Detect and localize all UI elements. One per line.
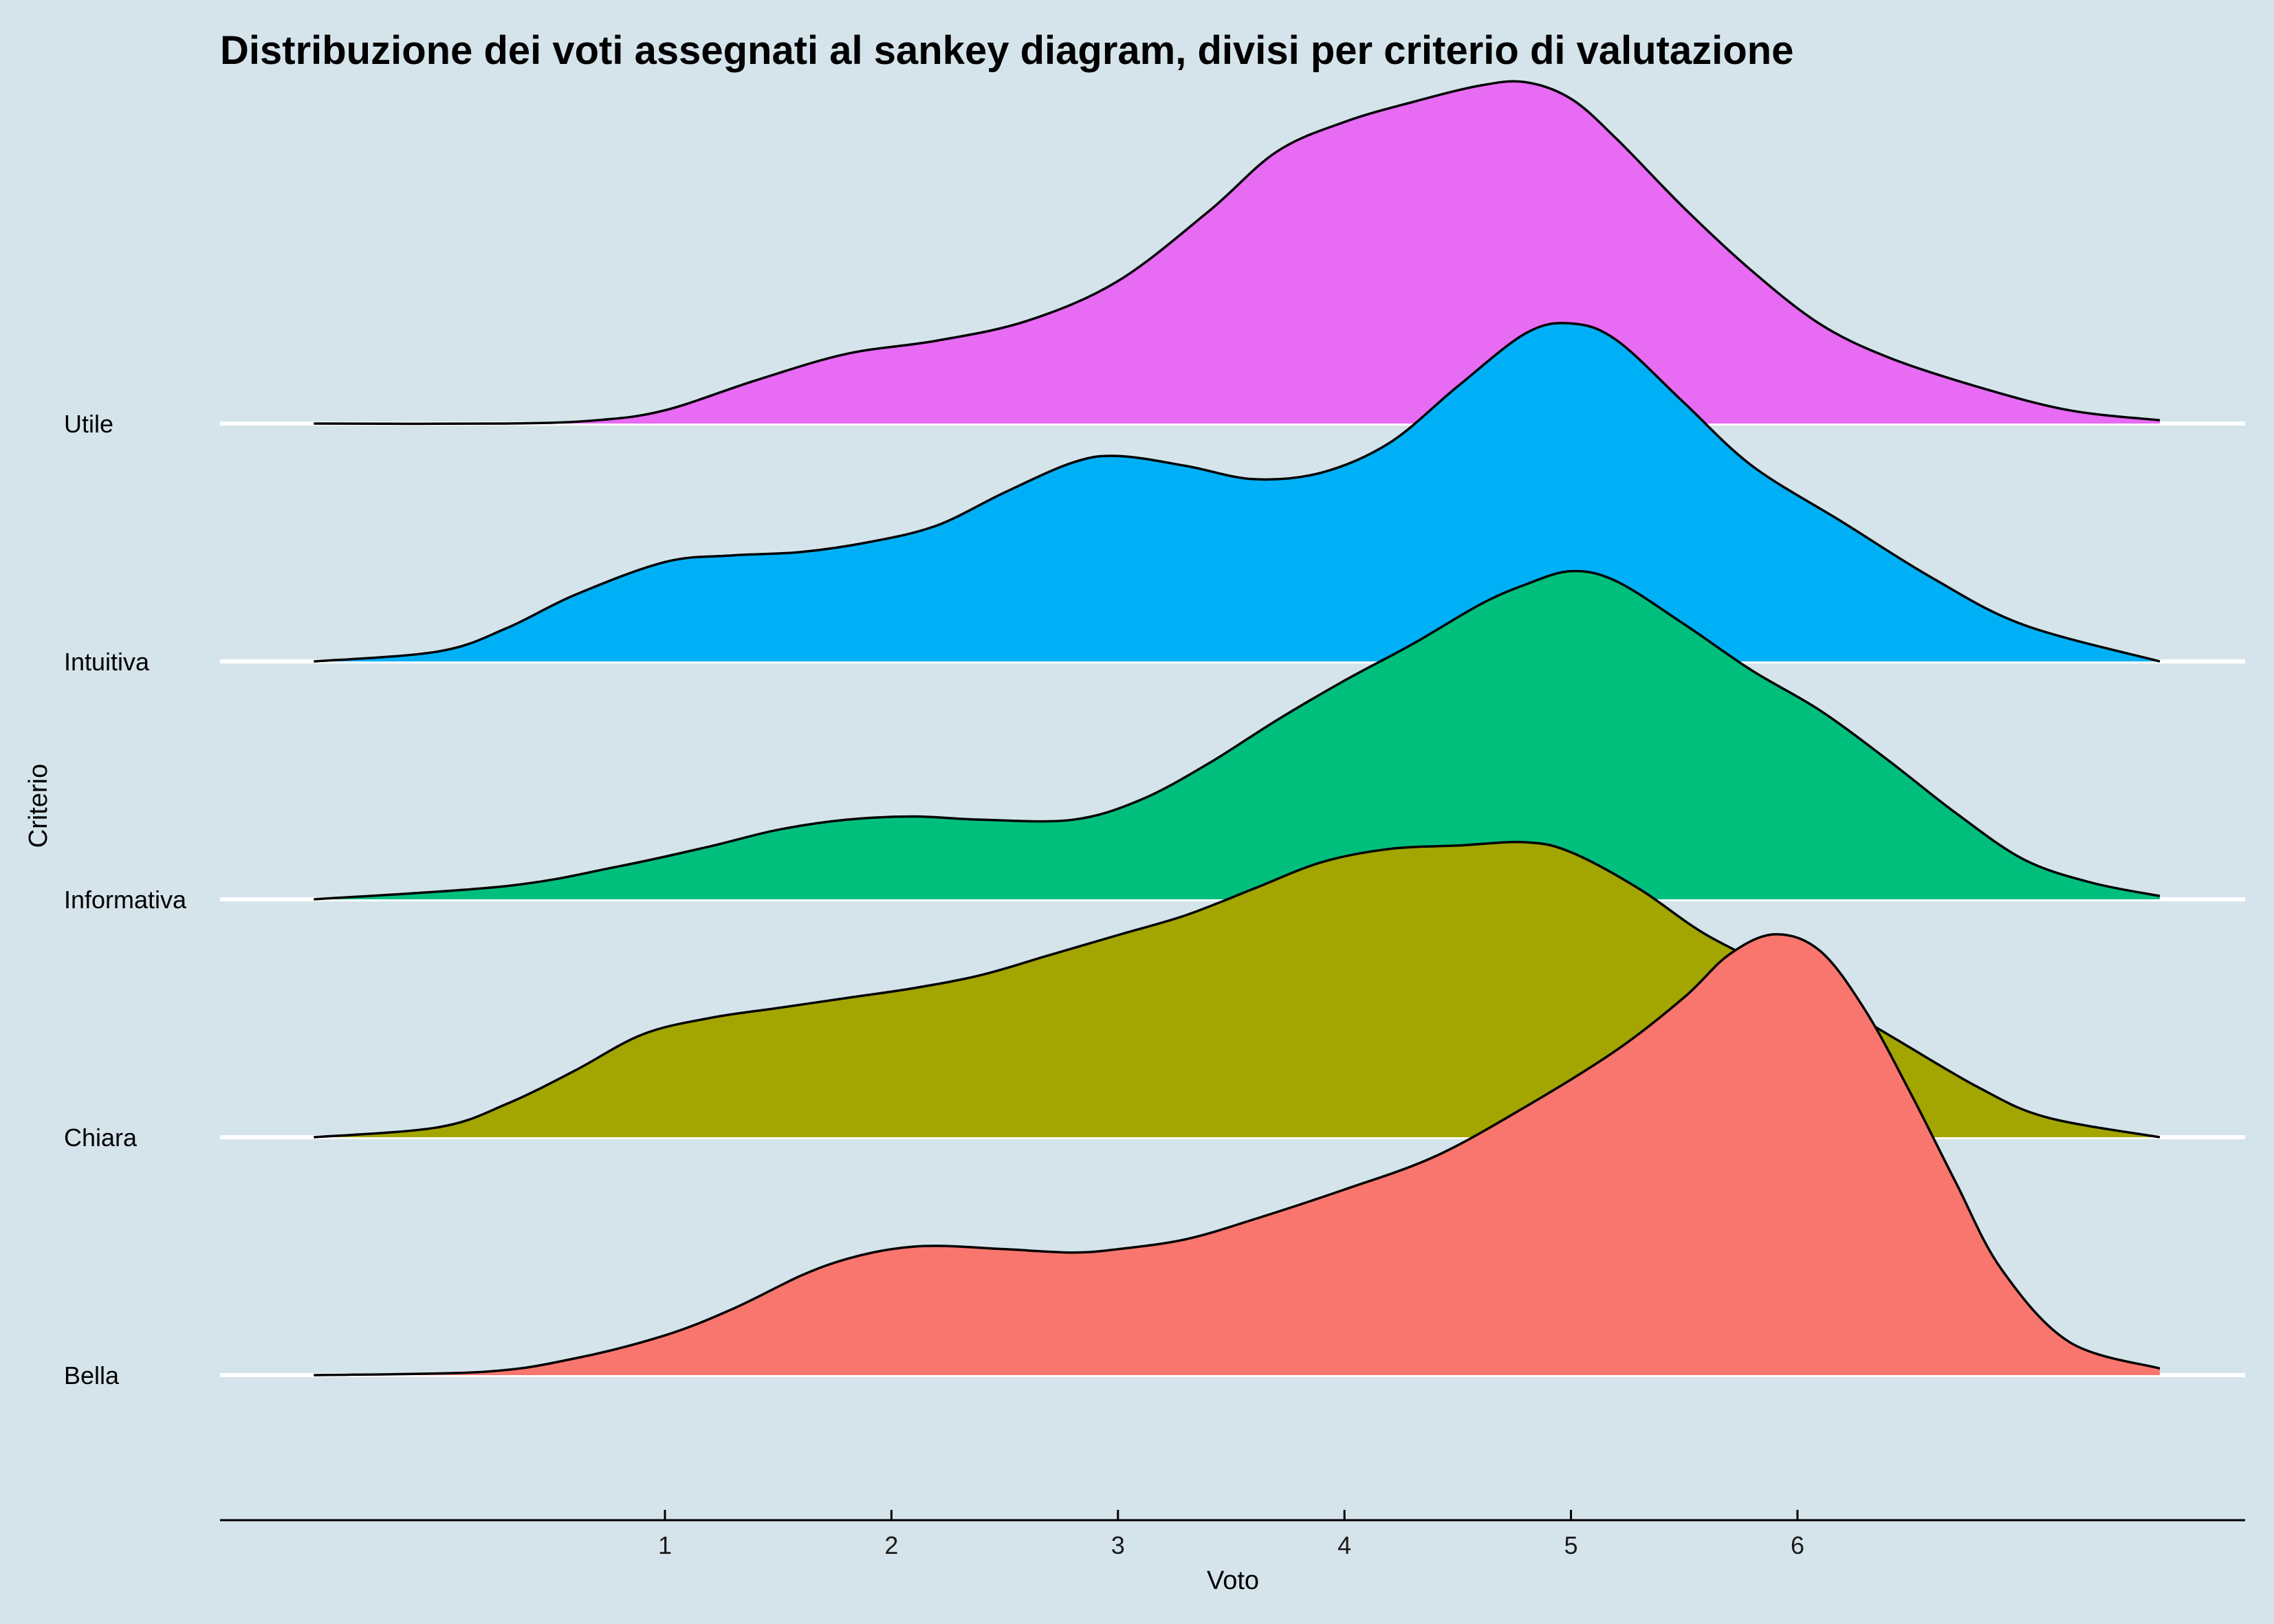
ridge-area-bella: [314, 934, 2161, 1375]
x-tick-label-5: 5: [1564, 1531, 1578, 1559]
x-tick-label-2: 2: [884, 1531, 898, 1559]
ridges-group: [314, 80, 2161, 1376]
ridge-outline-intuitiva: [314, 322, 2161, 663]
chart-title: Distribuzione dei voti assegnati al sank…: [220, 28, 1793, 73]
ridge-informativa: [314, 569, 2161, 901]
ridge-bella: [314, 933, 2161, 1376]
category-labels: Bella Chiara Informativa Intuitiva Utile: [64, 410, 187, 1390]
category-label-bella: Bella: [64, 1361, 120, 1390]
category-label-utile: Utile: [64, 410, 113, 438]
category-label-informativa: Informativa: [64, 886, 187, 914]
category-label-intuitiva: Intuitiva: [64, 648, 150, 676]
y-axis-title: Criterio: [24, 764, 53, 848]
x-axis-title: Voto: [1207, 1566, 1259, 1595]
x-tick-label-4: 4: [1337, 1531, 1351, 1559]
ridge-outline-informativa: [314, 569, 2161, 901]
x-axis-ticks: 1 2 3 4 5 6: [658, 1510, 1804, 1559]
x-tick-label-3: 3: [1111, 1531, 1125, 1559]
x-tick-label-6: 6: [1791, 1531, 1804, 1559]
ridge-outline-utile: [314, 80, 2161, 426]
ridge-area-intuitiva: [314, 322, 2161, 661]
ridge-area-utile: [314, 81, 2161, 424]
category-label-chiara: Chiara: [64, 1123, 138, 1152]
ridge-intuitiva: [314, 322, 2161, 663]
ridge-outline-bella: [314, 933, 2161, 1376]
ridge-area-informativa: [314, 571, 2161, 899]
ridge-utile: [314, 80, 2161, 426]
x-tick-label-1: 1: [658, 1531, 672, 1559]
